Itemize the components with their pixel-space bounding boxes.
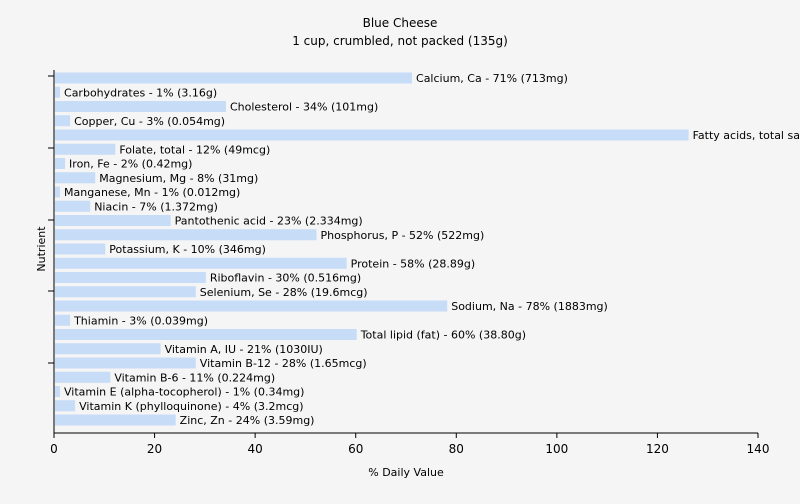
bar	[55, 386, 61, 397]
bar-label: Sodium, Na - 78% (1883mg)	[451, 300, 608, 313]
bar-label: Calcium, Ca - 71% (713mg)	[416, 72, 568, 85]
bar-label: Manganese, Mn - 1% (0.012mg)	[64, 186, 240, 199]
y-axis-label: Nutrient	[35, 226, 48, 272]
bar-label: Magnesium, Mg - 8% (31mg)	[99, 172, 258, 185]
bar	[55, 115, 71, 127]
bar-label: Protein - 58% (28.89g)	[351, 257, 476, 270]
bar-label: Vitamin A, IU - 21% (1030IU)	[165, 343, 323, 356]
x-tick-label: 100	[545, 442, 568, 456]
bar-label: Vitamin K (phylloquinone) - 4% (3.2mcg)	[79, 400, 303, 413]
bar	[55, 143, 116, 155]
bar-label: Thiamin - 3% (0.039mg)	[73, 314, 208, 327]
bar	[55, 300, 448, 312]
bar-label: Pantothenic acid - 23% (2.334mg)	[175, 215, 363, 228]
bar	[55, 243, 106, 255]
x-tick-label: 0	[50, 442, 58, 456]
bar	[55, 400, 76, 412]
axes-layer: 0 20 40 60 80 100 120 140	[48, 70, 769, 456]
bar	[55, 229, 317, 241]
bar	[55, 86, 61, 98]
bar-label: Riboflavin - 30% (0.516mg)	[210, 272, 361, 285]
bar	[55, 215, 171, 226]
bar-label: Fatty acids, total saturated - 126% (25.…	[693, 129, 800, 142]
bar	[55, 357, 196, 369]
x-tick-label: 140	[747, 442, 770, 456]
x-tick-label: 20	[147, 442, 162, 456]
bar-label: Vitamin E (alpha-tocopherol) - 1% (0.34m…	[64, 386, 304, 399]
bar	[55, 314, 71, 326]
bar	[55, 172, 96, 184]
bars-layer: Calcium, Ca - 71% (713mg) Carbohydrates -…	[55, 72, 800, 427]
bar	[55, 158, 66, 169]
bar	[55, 272, 206, 283]
bar-label: Cholesterol - 34% (101mg)	[230, 101, 378, 114]
bar-label: Total lipid (fat) - 60% (38.80g)	[360, 329, 526, 342]
bar	[55, 343, 161, 355]
x-tick-label: 80	[449, 442, 464, 456]
x-tick-label: 120	[646, 442, 669, 456]
bar	[55, 329, 357, 340]
bar-label: Zinc, Zn - 24% (3.59mg)	[180, 414, 315, 427]
bar	[55, 286, 196, 298]
bar-label: Vitamin B-12 - 28% (1.65mcg)	[200, 357, 367, 370]
bar	[55, 72, 413, 84]
bar-label: Niacin - 7% (1.372mg)	[94, 200, 218, 213]
chart-subtitle: 1 cup, crumbled, not packed (135g)	[292, 34, 508, 48]
bar-label: Carbohydrates - 1% (3.16g)	[64, 86, 217, 99]
bar	[55, 371, 111, 383]
bar-label: Selenium, Se - 28% (19.6mcg)	[200, 286, 368, 299]
bar	[55, 257, 347, 269]
x-tick-label: 40	[248, 442, 263, 456]
bar	[55, 129, 689, 141]
bar	[55, 200, 91, 212]
bar	[55, 101, 226, 112]
bar-label: Vitamin B-6 - 11% (0.224mg)	[114, 371, 275, 384]
x-tick-label: 60	[348, 442, 363, 456]
bar-label: Potassium, K - 10% (346mg)	[109, 243, 266, 256]
bar	[55, 186, 61, 198]
bar	[55, 414, 176, 426]
chart-title: Blue Cheese	[363, 16, 438, 30]
bar-label: Copper, Cu - 3% (0.054mg)	[74, 115, 225, 128]
bar-label: Iron, Fe - 2% (0.42mg)	[69, 158, 192, 171]
x-axis-label: % Daily Value	[368, 466, 444, 479]
bar-label: Phosphorus, P - 52% (522mg)	[320, 229, 484, 242]
bar-label: Folate, total - 12% (49mcg)	[119, 143, 270, 156]
